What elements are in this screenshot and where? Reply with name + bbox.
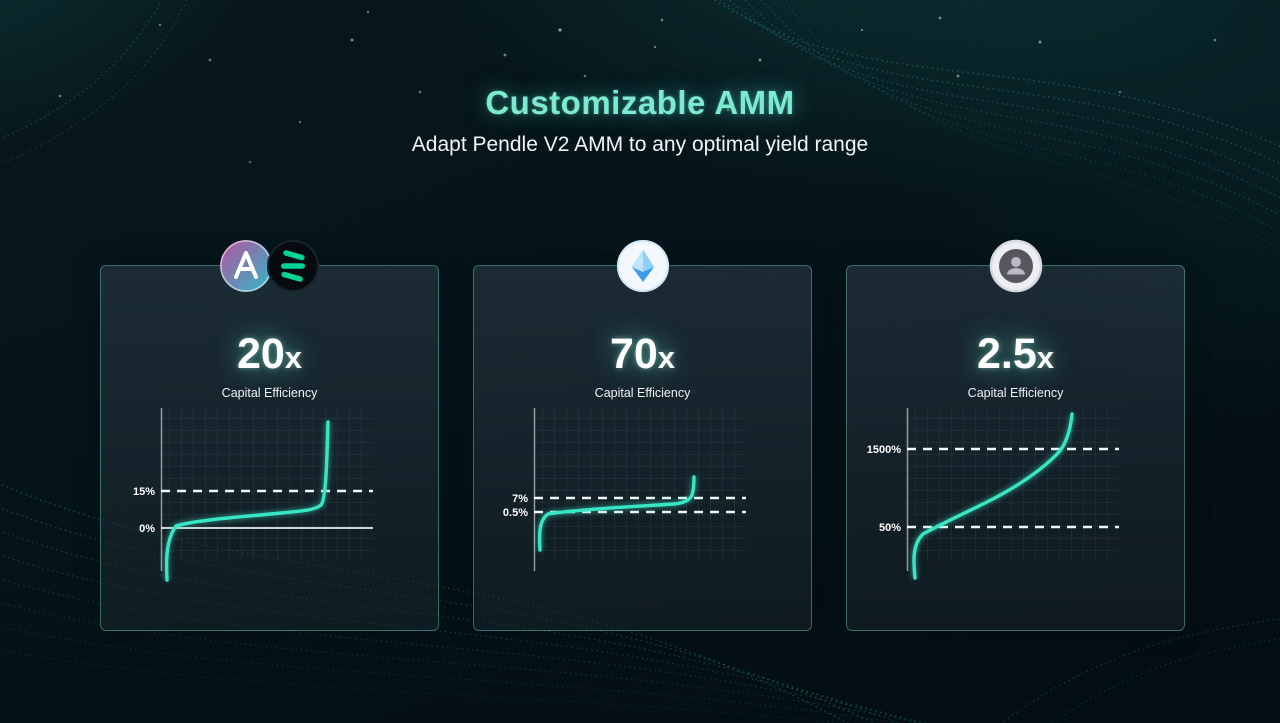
yield-curve-chart: 1500% 50% xyxy=(867,408,1119,580)
ref-label-upper: 15% xyxy=(133,486,155,498)
user-token-icon xyxy=(989,239,1043,293)
page-subtitle: Adapt Pendle V2 AMM to any optimal yield… xyxy=(411,133,869,156)
ref-label-upper: 7% xyxy=(512,493,528,505)
aave-icon xyxy=(219,239,273,293)
card-token: 2.5x Capital Efficiency 1500% 50% xyxy=(846,239,1185,631)
card-aave-compound: 20x Capital Efficiency 15% 0% xyxy=(100,240,439,631)
card-lido: 70x Capital Efficiency 7% 0.5% xyxy=(473,240,812,631)
multiplier-value: 70 xyxy=(609,330,658,378)
multiplier: 70x xyxy=(474,330,811,379)
capital-efficiency-label: Capital Efficiency xyxy=(967,386,1064,400)
yield-curve xyxy=(912,412,1074,580)
ref-label-upper: 1500% xyxy=(867,444,901,456)
multiplier-suffix: x xyxy=(1036,340,1055,375)
card-icons xyxy=(474,239,811,293)
multiplier: 20x xyxy=(101,330,438,379)
yield-curve-chart: 15% 0% xyxy=(133,408,373,582)
ref-label-lower: 0% xyxy=(139,523,155,535)
header: Customizable AMM Adapt Pendle V2 AMM to … xyxy=(0,84,1280,157)
chart-grid xyxy=(161,408,373,560)
yield-curve xyxy=(164,420,330,582)
card-icons xyxy=(847,239,1184,293)
ref-label-lower: 50% xyxy=(879,522,901,534)
multiplier-suffix: x xyxy=(657,340,676,375)
yield-curve-chart: 7% 0.5% xyxy=(503,408,746,571)
capital-efficiency-label: Capital Efficiency xyxy=(221,386,318,400)
compound-icon xyxy=(266,239,320,293)
multiplier-suffix: x xyxy=(284,340,303,375)
card-icons xyxy=(101,239,438,293)
page-title: Customizable AMM xyxy=(485,84,795,121)
multiplier: 2.5x xyxy=(847,330,1184,379)
chart-grid xyxy=(907,408,1119,560)
chart-grid xyxy=(534,408,746,560)
efficiency-cards: 20x Capital Efficiency 15% 0% xyxy=(100,239,1185,631)
multiplier-value: 20 xyxy=(236,330,285,378)
yield-curve xyxy=(537,475,696,552)
ref-label-lower: 0.5% xyxy=(503,507,528,519)
lido-icon xyxy=(616,239,670,293)
capital-efficiency-label: Capital Efficiency xyxy=(594,386,691,400)
multiplier-value: 2.5 xyxy=(976,330,1037,378)
